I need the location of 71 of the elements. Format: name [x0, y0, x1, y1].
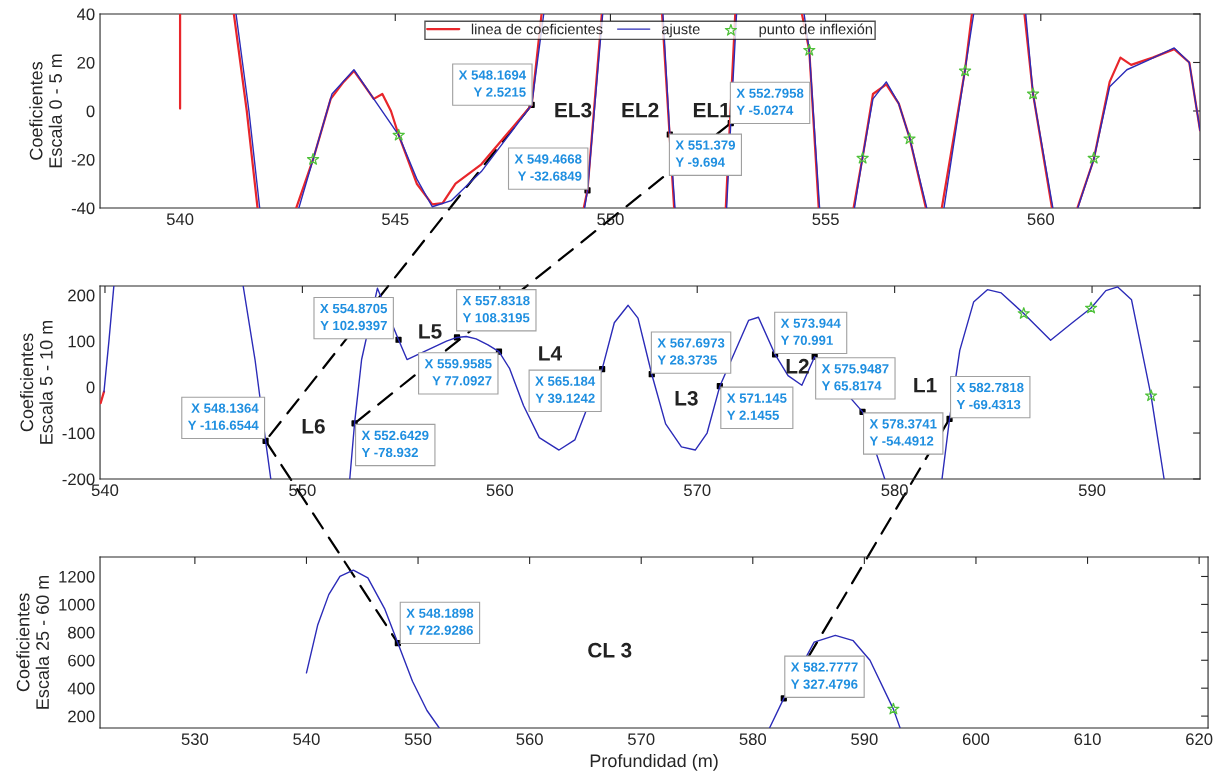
- annotation: EL2: [622, 102, 659, 118]
- y-tick-label: 0: [86, 381, 95, 394]
- data-label: X 548.1898 Y 722.9286: [406, 608, 474, 635]
- y-tick-label: 1200: [59, 570, 95, 583]
- y-axis-title: Coeficientes Escala 25 - 60 m: [16, 575, 49, 709]
- y-tick-label: 20: [77, 56, 95, 69]
- annotation: L6: [302, 418, 325, 434]
- x-tick-label: 550: [404, 733, 432, 746]
- x-tick-label: 600: [962, 733, 990, 746]
- data-label: X 578.3741 Y -54.4912: [869, 419, 937, 446]
- y-tick-label: 800: [68, 626, 95, 639]
- x-tick-label: 610: [1074, 733, 1101, 746]
- y-tick-label: 0: [86, 105, 95, 118]
- data-label: X 548.1694 Y 2.5215: [458, 70, 527, 97]
- x-tick-label: 560: [1027, 213, 1055, 226]
- annotation: L4: [539, 346, 562, 361]
- annotation: L2: [786, 358, 809, 374]
- annotation: L3: [675, 390, 698, 406]
- annotation: L5: [419, 324, 442, 339]
- x-tick-label: 590: [851, 733, 878, 746]
- data-label: X 582.7818 Y -69.4313: [956, 382, 1024, 410]
- data-label: X 552.7958 Y -5.0274: [736, 88, 804, 115]
- y-tick-label: -20: [71, 153, 95, 166]
- data-label: X 582.7777 Y 327.4796: [790, 662, 858, 689]
- x-tick-label: 620: [1186, 733, 1213, 746]
- annotation: EL3: [555, 102, 592, 118]
- y-tick-label: 200: [68, 710, 95, 723]
- data-label: X 557.8318 Y 108.3195: [462, 295, 530, 323]
- data-label: X 551.379 Y -9.694: [675, 140, 736, 167]
- x-tick-label: 530: [181, 733, 209, 746]
- data-label: X 554.8705 Y 102.9397: [320, 303, 388, 331]
- y-tick-label: 400: [67, 682, 95, 695]
- x-tick-label: 570: [627, 733, 655, 746]
- y-tick-label: 100: [68, 335, 95, 348]
- annotation: L1: [914, 377, 937, 393]
- data-label: X 559.9585 Y 77.0927: [424, 359, 492, 386]
- x-tick-label: 560: [486, 484, 514, 497]
- legend-label: ajuste: [661, 23, 700, 38]
- x-tick-label: 580: [739, 733, 767, 746]
- x-tick-label: 545: [382, 213, 409, 226]
- annotation: EL1: [693, 103, 731, 118]
- y-tick-label: 40: [77, 8, 95, 21]
- legend-label: punto de inflexión: [759, 23, 872, 38]
- y-tick-label: -100: [62, 427, 95, 440]
- x-tick-label: 540: [91, 484, 119, 497]
- x-tick-label: 540: [166, 213, 194, 226]
- data-label: X 548.1364 Y -116.6544: [187, 403, 259, 430]
- x-tick-label: 540: [293, 733, 320, 746]
- data-label: X 552.6429 Y -78.932: [361, 430, 429, 458]
- y-axis-title: Coeficientes Escala 0 - 5 m: [29, 54, 62, 168]
- y-tick-label: 200: [68, 289, 95, 302]
- y-tick-label: 1000: [59, 598, 95, 611]
- y-tick-label: -40: [71, 202, 95, 215]
- data-label: X 573.944 Y 70.991: [780, 318, 841, 345]
- x-tick-label: 560: [516, 733, 543, 746]
- y-tick-label: 600: [68, 654, 95, 667]
- x-tick-label: 570: [683, 484, 711, 497]
- x-tick-label: 590: [1078, 484, 1106, 497]
- x-tick-label: 550: [289, 484, 316, 497]
- data-label: X 571.145 Y 2.1455: [726, 393, 787, 420]
- data-label: X 549.4668 Y -32.6849: [514, 154, 582, 181]
- data-label: X 575.9487 Y 65.8174: [821, 364, 889, 391]
- data-label: X 567.6973 Y 28.3735: [657, 338, 725, 365]
- data-label: X 565.184 Y 39.1242: [535, 376, 596, 403]
- x-axis-title: Profundidad (m): [590, 753, 718, 771]
- y-axis-title: Coeficientes Escala 5 - 10 m: [19, 320, 53, 444]
- y-tick-label: -200: [62, 473, 95, 486]
- x-tick-label: 555: [812, 213, 839, 226]
- legend-label: linea de coeficientes: [471, 23, 603, 35]
- annotation: CL 3: [588, 642, 632, 658]
- x-tick-label: 580: [881, 484, 908, 497]
